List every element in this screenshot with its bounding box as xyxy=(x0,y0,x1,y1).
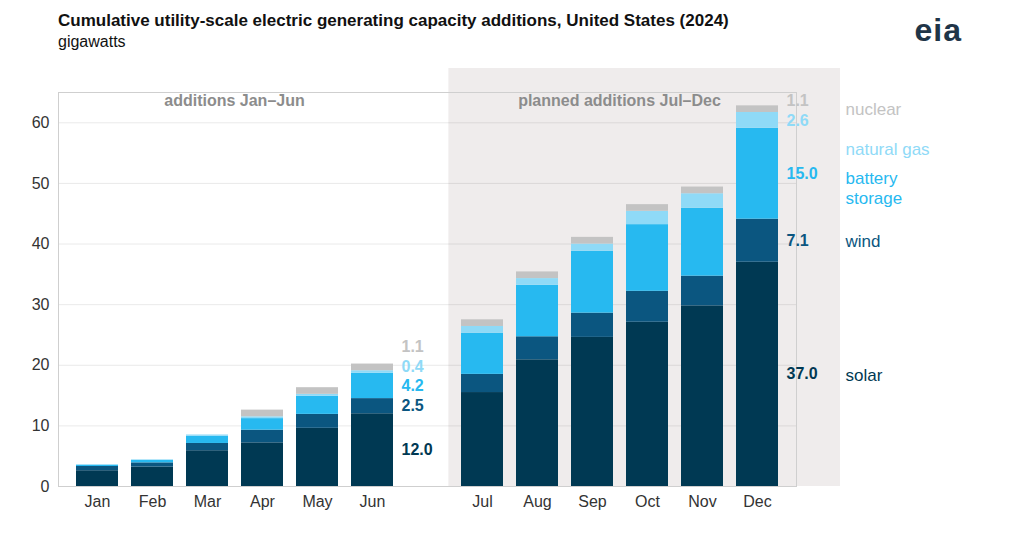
svg-text:Jun: Jun xyxy=(360,493,386,510)
svg-text:solar: solar xyxy=(846,366,883,385)
svg-text:37.0: 37.0 xyxy=(787,365,818,382)
html-text:Cumulative utility-scale elect: Cumulative utility-scale electric genera… xyxy=(58,11,729,30)
svg-text:12.0: 12.0 xyxy=(402,441,433,458)
svg-text:4.2: 4.2 xyxy=(402,377,424,394)
svg-text:Apr: Apr xyxy=(250,493,276,510)
svg-text:40: 40 xyxy=(32,235,50,252)
svg-text:20: 20 xyxy=(32,356,50,373)
svg-text:planned additions Jul–Dec: planned additions Jul–Dec xyxy=(518,92,721,109)
svg-text:additions Jan–Jun: additions Jan–Jun xyxy=(164,92,304,109)
svg-text:Feb: Feb xyxy=(139,493,167,510)
svg-text:2.6: 2.6 xyxy=(787,112,809,129)
svg-text:Aug: Aug xyxy=(523,493,551,510)
svg-text:batterystorage: batterystorage xyxy=(846,169,903,208)
svg-text:1.1: 1.1 xyxy=(402,338,424,355)
svg-text:1.1: 1.1 xyxy=(787,92,809,109)
svg-text:Nov: Nov xyxy=(688,493,716,510)
svg-text:2.5: 2.5 xyxy=(402,397,424,414)
html-text:gigawatts: gigawatts xyxy=(58,33,126,50)
svg-text:Mar: Mar xyxy=(194,493,222,510)
svg-text:0: 0 xyxy=(41,478,50,495)
svg-text:15.0: 15.0 xyxy=(787,165,818,182)
svg-text:nuclear: nuclear xyxy=(846,100,902,119)
svg-text:60: 60 xyxy=(32,114,50,131)
svg-text:natural gas: natural gas xyxy=(846,140,930,159)
svg-text:7.1: 7.1 xyxy=(787,232,809,249)
svg-text:May: May xyxy=(302,493,332,510)
svg-text:30: 30 xyxy=(32,296,50,313)
svg-text:50: 50 xyxy=(32,175,50,192)
svg-text:Sep: Sep xyxy=(578,493,607,510)
svg-text:Oct: Oct xyxy=(635,493,660,510)
svg-text:wind: wind xyxy=(845,232,881,251)
svg-text:Jan: Jan xyxy=(85,493,111,510)
html-text:eia: eia xyxy=(914,12,962,48)
svg-text:10: 10 xyxy=(32,417,50,434)
svg-text:0.4: 0.4 xyxy=(402,358,424,375)
svg-text:Jul: Jul xyxy=(472,493,492,510)
svg-text:Dec: Dec xyxy=(743,493,771,510)
